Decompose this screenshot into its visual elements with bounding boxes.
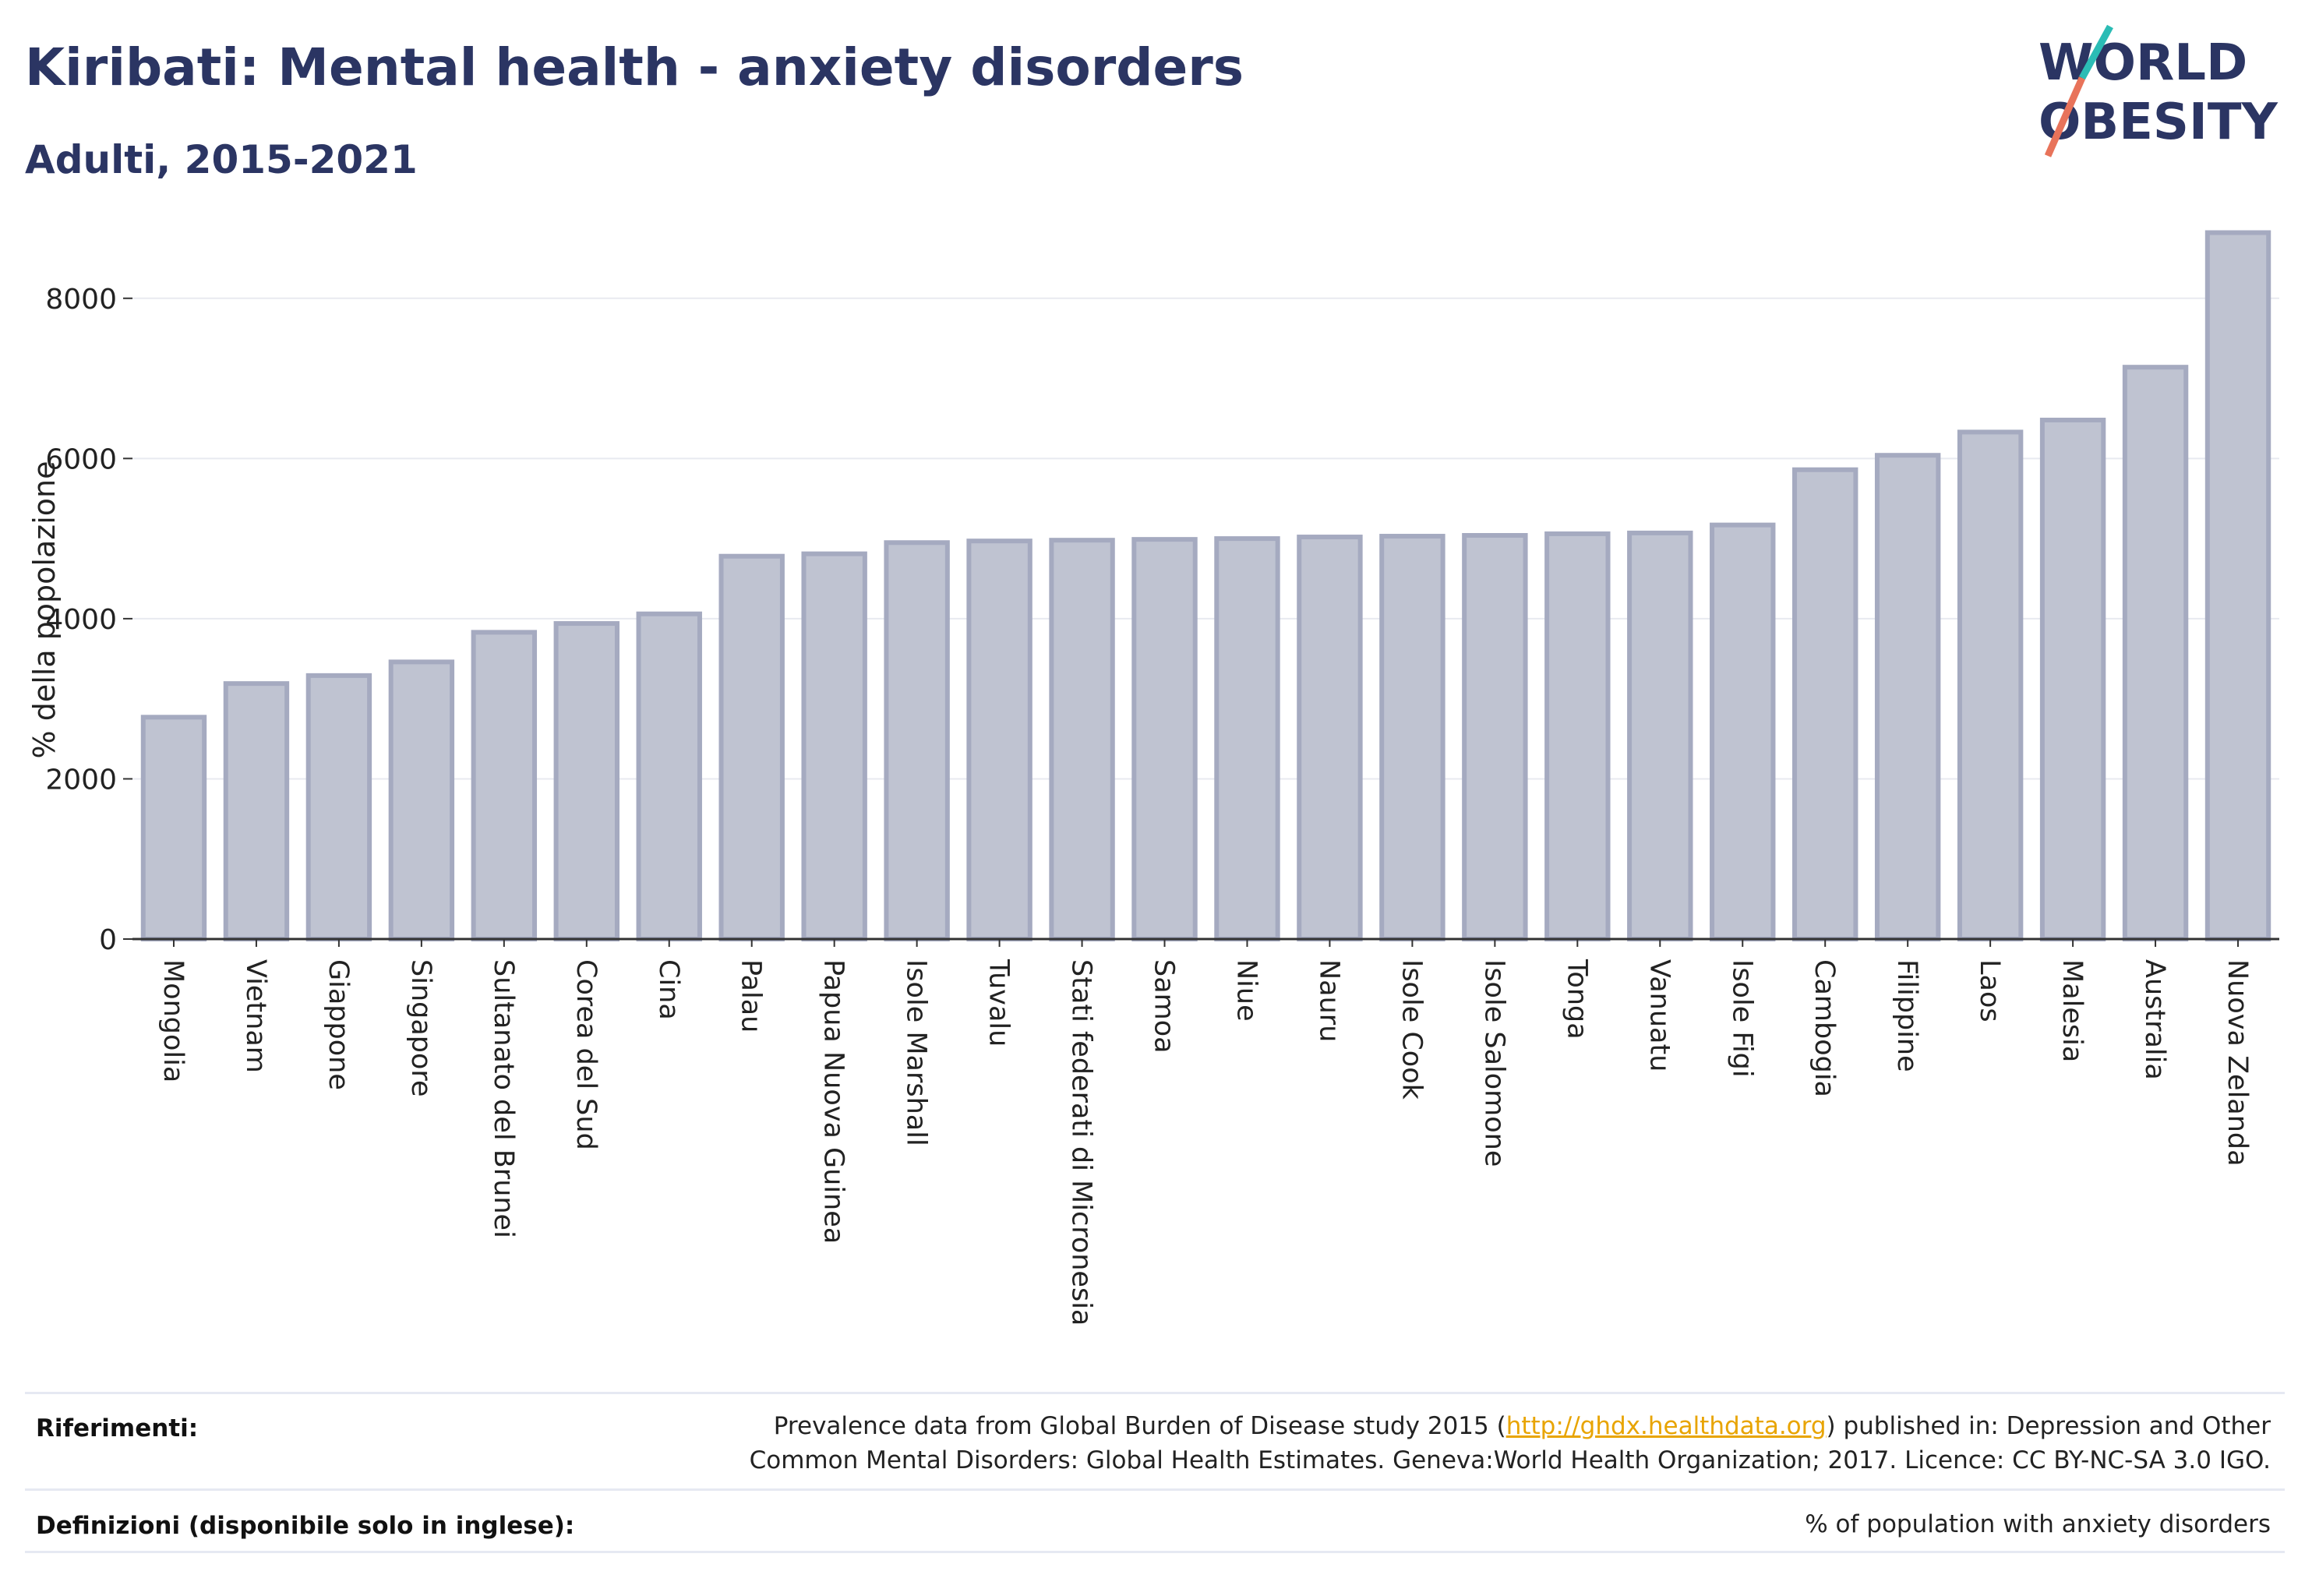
bar: [1462, 533, 1528, 941]
x-tick-label: Cambogia: [1809, 959, 1840, 1097]
footer-divider-middle: [25, 1488, 2285, 1491]
x-tick-label: Tonga: [1561, 959, 1592, 1040]
bars: [140, 230, 2271, 942]
bar: [1710, 522, 1776, 941]
y-axis-label: % della popolazione: [27, 461, 62, 759]
x-tick-label: Mongolia: [157, 959, 189, 1082]
references-text: Prevalence data from Global Burden of Di…: [749, 1412, 2271, 1474]
bar: [471, 630, 538, 941]
logo-slash-red: [2044, 76, 2086, 157]
x-tick-label: Isole Marshall: [901, 959, 932, 1146]
bar: [305, 673, 372, 941]
bar: [1957, 429, 2024, 941]
bar: [1792, 467, 1858, 941]
x-tick-label: Laos: [1974, 959, 2005, 1022]
x-tick-labels: Mongolia Vietnam Giappone Singapore Sultanat…: [157, 939, 2253, 1326]
bar: [884, 540, 950, 941]
y-tick-label: 8000: [45, 284, 117, 316]
footer-divider-top: [25, 1392, 2285, 1394]
x-tick-label: Nauru: [1313, 959, 1344, 1042]
x-tick-label: Corea del Sud: [570, 959, 602, 1150]
bar: [1874, 453, 1941, 941]
definitions-label: Definizioni (disponibile solo in inglese…: [36, 1512, 575, 1540]
bar: [801, 551, 867, 942]
chart-title: Kiribati: Mental health - anxiety disord…: [25, 37, 1244, 97]
x-tick-label: Cina: [653, 959, 684, 1020]
x-tick-label: Stati federati di Micronesia: [1066, 959, 1097, 1326]
x-tick-label: Singapore: [405, 959, 436, 1097]
bar: [1627, 530, 1693, 941]
x-tick-label: Tuvalu: [983, 959, 1015, 1047]
bar: [1131, 537, 1198, 941]
bar-chart: 0 2000 4000 6000 8000 Mongolia Vietnam Giappon…: [27, 230, 2279, 1326]
references-label: Riferimenti:: [36, 1414, 199, 1442]
world-obesity-logo: WORLD OBESITY: [2038, 24, 2278, 157]
x-tick-label: Sultanato del Brunei: [488, 959, 519, 1238]
x-tick-label: Samoa: [1149, 959, 1180, 1054]
x-tick-label: Isole Cook: [1396, 959, 1427, 1100]
bar: [2039, 418, 2106, 941]
x-tick-label: Vietnam: [240, 959, 271, 1073]
y-tick-label: 2000: [45, 764, 117, 796]
bar: [636, 611, 702, 941]
bar: [1297, 535, 1363, 941]
bar: [1214, 536, 1280, 941]
x-tick-label: Vanuatu: [1643, 959, 1675, 1072]
chart-subtitle: Adulti, 2015-2021: [25, 137, 418, 182]
x-tick-label: Niue: [1230, 959, 1262, 1022]
y-tick-label: 4000: [45, 604, 117, 636]
bar: [223, 681, 290, 942]
bar: [1544, 531, 1611, 941]
bar: [966, 538, 1032, 941]
logo-text-obesity: OBESITY: [2038, 94, 2278, 151]
footer-divider-bottom: [25, 1551, 2285, 1553]
x-tick-label: Isole Figi: [1726, 959, 1757, 1078]
bar: [388, 659, 455, 942]
bar: [140, 715, 207, 941]
definitions-text: % of population with anxiety disorders: [1805, 1510, 2271, 1538]
y-tick-labels: 0 2000 4000 6000 8000: [45, 284, 132, 956]
x-tick-label: Filippine: [1891, 959, 1922, 1072]
y-tick-label: 6000: [45, 443, 117, 475]
bar: [2122, 365, 2189, 941]
bar: [553, 621, 619, 941]
x-tick-label: Papua Nuova Guinea: [818, 959, 849, 1244]
x-tick-label: Isole Salomone: [1478, 959, 1509, 1167]
y-tick-label: 0: [99, 924, 117, 956]
bar: [2204, 230, 2271, 941]
x-tick-label: Nuova Zelanda: [2222, 959, 2253, 1167]
logo-text-world: WORLD: [2038, 34, 2247, 92]
references-link[interactable]: http://ghdx.healthdata.org: [1505, 1412, 1827, 1440]
x-tick-label: Australia: [2139, 959, 2170, 1080]
x-tick-label: Giappone: [323, 959, 354, 1090]
x-tick-label: Malesia: [2056, 959, 2088, 1062]
bar: [1379, 534, 1445, 941]
logo-slash-teal: [2079, 24, 2113, 80]
bar: [718, 553, 785, 941]
x-tick-label: Palau: [736, 959, 767, 1033]
bar: [1049, 538, 1115, 942]
gridlines: [132, 297, 2279, 780]
